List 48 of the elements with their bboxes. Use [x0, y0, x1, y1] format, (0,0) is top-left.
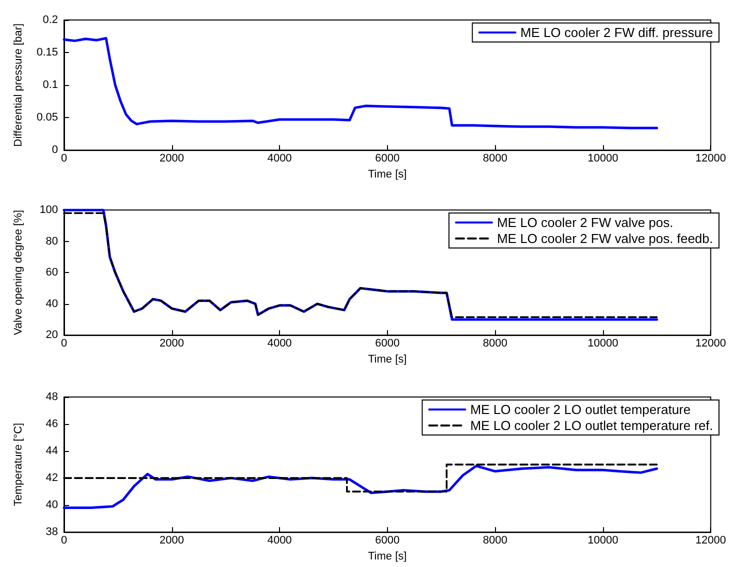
x-tick-label: 2000	[160, 534, 184, 547]
y-axis-title: Temperature [°C]	[12, 422, 24, 506]
legend-label: ME LO cooler 2 FW valve pos. feedb.	[496, 231, 714, 246]
x-tick-label: 10000	[588, 152, 618, 165]
y-tick-label: 46	[46, 418, 58, 430]
y-tick-label: 0.1	[42, 79, 58, 92]
x-tick-label: 4000	[267, 338, 292, 350]
y-tick-label: 40	[46, 298, 58, 310]
x-axis-title: Time [s]	[368, 550, 407, 562]
x-tick-label: 6000	[375, 338, 400, 350]
x-tick-label: 12000	[695, 338, 726, 350]
x-tick-label: 10000	[588, 534, 618, 547]
x-tick-label: 10000	[588, 338, 618, 350]
y-tick-label: 0	[52, 144, 58, 156]
x-tick-label: 8000	[482, 338, 508, 350]
y-axis-title: Differential pressure [bar]	[12, 23, 24, 147]
x-tick-label: 4000	[267, 152, 292, 165]
x-tick-label: 12000	[695, 534, 726, 547]
x-axis-title: Time [s]	[368, 354, 407, 366]
x-tick-label: 6000	[375, 152, 400, 165]
legend-label: ME LO cooler 2 FW diff. pressure	[520, 25, 714, 40]
y-tick-label: 44	[46, 445, 58, 458]
x-tick-label: 6000	[375, 534, 400, 547]
legend-label: ME LO cooler 2 LO outlet temperature ref.	[470, 418, 713, 433]
y-tick-label: 0.05	[36, 112, 58, 124]
x-tick-label: 0	[60, 152, 68, 165]
x-tick-label: 4000	[267, 534, 292, 547]
y-tick-label: 40	[46, 499, 58, 512]
legend-label: ME LO cooler 2 FW valve pos.	[496, 215, 674, 230]
y-tick-label: 48	[46, 391, 58, 403]
y-tick-label: 38	[46, 526, 58, 538]
y-tick-label: 80	[46, 235, 58, 248]
x-tick-label: 12000	[695, 152, 726, 165]
y-tick-label: 60	[46, 266, 58, 279]
y-tick-label: 42	[46, 472, 58, 484]
y-tick-label: 100	[40, 204, 58, 216]
x-axis-title: Time [s]	[368, 168, 407, 180]
y-tick-label: 0.2	[42, 14, 58, 26]
x-tick-label: 8000	[482, 534, 508, 547]
y-tick-label: 0.15	[36, 46, 58, 59]
x-tick-label: 0	[60, 338, 68, 350]
legend-label: ME LO cooler 2 LO outlet temperature	[470, 402, 691, 417]
y-tick-label: 20	[46, 329, 58, 342]
y-axis-title: Valve opening degree [%]	[12, 210, 24, 336]
x-tick-label: 2000	[160, 338, 184, 350]
x-tick-label: 8000	[482, 152, 508, 165]
x-tick-label: 0	[60, 534, 68, 547]
x-tick-label: 2000	[160, 152, 184, 165]
